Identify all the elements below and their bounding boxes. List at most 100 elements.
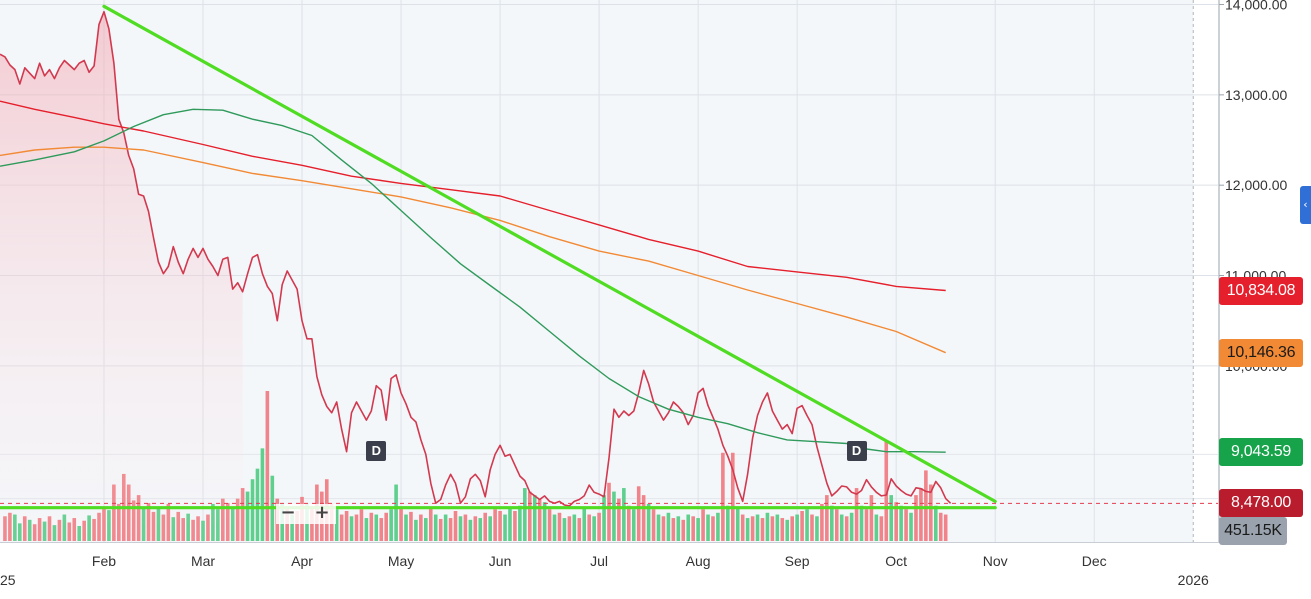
volume-bar xyxy=(310,507,314,541)
volume-bar xyxy=(726,505,730,541)
volume-bar xyxy=(716,512,720,541)
trendlines[interactable] xyxy=(0,4,997,510)
volume-bar xyxy=(389,509,393,541)
volume-bar xyxy=(745,518,750,541)
x-tick-label: Nov xyxy=(983,553,1008,569)
volume-bar xyxy=(607,482,611,541)
moving-average-line xyxy=(0,146,946,354)
volume-bar xyxy=(795,514,799,541)
volume-bar xyxy=(473,516,478,541)
volume-bar xyxy=(825,495,829,541)
volume-bar xyxy=(245,491,250,541)
volume-bar xyxy=(463,514,468,541)
volume-bar xyxy=(513,511,517,541)
volume-bar xyxy=(399,507,403,541)
volume-bar xyxy=(354,514,359,541)
volume-bar xyxy=(869,495,874,541)
volume-bar xyxy=(834,509,839,541)
volume-bar xyxy=(879,516,884,541)
volume-bar xyxy=(508,507,512,541)
volume-bar xyxy=(344,511,349,541)
volume-bar xyxy=(780,518,785,541)
volume-bar xyxy=(730,452,735,541)
volume-bar xyxy=(295,511,299,541)
volume-bar xyxy=(349,516,354,541)
x-tick-label: Jul xyxy=(590,553,608,569)
volume-bar xyxy=(567,516,572,541)
volume-bar xyxy=(820,503,824,541)
volume-bar xyxy=(914,495,918,541)
volume-bar xyxy=(339,514,344,541)
volume-bar xyxy=(671,518,676,541)
volume-bar xyxy=(800,511,804,541)
volume-bar xyxy=(250,479,255,541)
volume-bar xyxy=(443,514,448,541)
volume-bar xyxy=(562,518,567,541)
volume-bar xyxy=(775,514,780,541)
volume-bar xyxy=(627,505,631,541)
volume-bar xyxy=(424,518,428,541)
volume-bar xyxy=(904,509,908,541)
volume-bar xyxy=(582,507,587,541)
volume-bar xyxy=(404,514,408,541)
volume-bar xyxy=(527,491,532,541)
side-panel-toggle[interactable]: ‹ xyxy=(1300,186,1311,224)
volume-bar xyxy=(488,516,492,541)
volume-bar xyxy=(909,512,913,541)
volume-bar xyxy=(369,512,374,541)
dividend-marker[interactable]: D xyxy=(366,440,387,461)
volume-bar xyxy=(374,514,379,541)
volume-bar xyxy=(587,514,591,541)
volume-bar xyxy=(592,516,596,541)
volume-bar xyxy=(770,516,775,541)
volume-bar xyxy=(498,511,502,541)
volume-bar xyxy=(612,491,616,541)
volume-bar xyxy=(646,503,651,541)
volume-bar xyxy=(428,507,433,541)
volume-bar xyxy=(790,516,794,541)
volume-bar xyxy=(255,468,260,541)
x-tick-label: Feb xyxy=(92,553,116,569)
dividend-marker[interactable]: D xyxy=(846,440,867,461)
zoom-controls[interactable]: − + xyxy=(276,502,336,524)
volume-bar xyxy=(691,516,695,541)
volume-bar xyxy=(686,514,691,541)
volume-bar xyxy=(518,505,522,541)
volume-bar xyxy=(537,498,542,541)
x-tick-label: Aug xyxy=(686,553,711,569)
volume-badge: 451.15K xyxy=(1219,517,1287,546)
volume-bar xyxy=(572,514,577,541)
x-tick-label: 25 xyxy=(0,572,16,588)
x-tick-label: May xyxy=(388,553,414,569)
zoom-in-button[interactable]: + xyxy=(314,502,330,523)
volume-bar xyxy=(334,509,339,541)
volume-bar xyxy=(364,518,369,541)
volume-bar xyxy=(755,514,760,541)
price-area xyxy=(0,11,243,542)
volume-bar xyxy=(384,512,388,541)
volume-bar xyxy=(839,514,844,541)
volume-bar xyxy=(453,511,458,541)
volume-bar xyxy=(943,514,948,541)
zoom-out-button[interactable]: − xyxy=(280,502,296,523)
volume-bar xyxy=(622,488,626,541)
volume-bar xyxy=(894,502,898,541)
volume-bar xyxy=(844,516,849,541)
price-series xyxy=(0,10,1218,542)
volume-bar xyxy=(859,505,864,541)
volume-bar xyxy=(696,518,700,541)
price-badge: 10,146.36 xyxy=(1219,338,1303,367)
volume-bar xyxy=(854,488,859,541)
volume-bar xyxy=(414,519,418,541)
x-tick-label: Mar xyxy=(191,553,215,569)
volume-bar xyxy=(483,512,488,541)
trendline[interactable] xyxy=(102,4,997,503)
x-tick-label: Oct xyxy=(885,553,907,569)
volume-bar xyxy=(290,514,294,541)
y-axis: 14,000.0013,000.0012,000.0011,000.0010,0… xyxy=(1219,0,1287,374)
volume-bar xyxy=(419,514,423,541)
volume-bar xyxy=(884,440,889,541)
volume-bar xyxy=(701,509,705,541)
x-tick-label: Apr xyxy=(291,553,313,569)
